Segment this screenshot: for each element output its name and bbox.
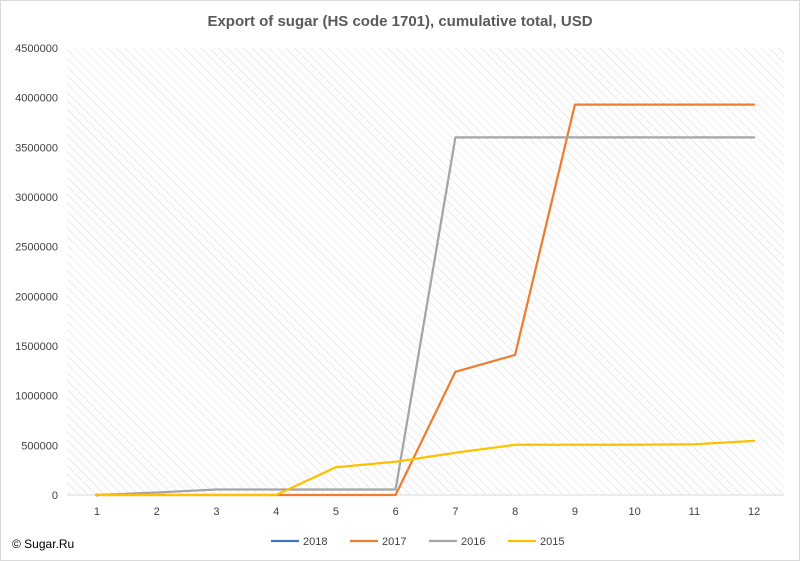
y-tick-label: 1500000 [15,341,58,353]
x-tick-label: 4 [273,506,279,518]
y-tick-label: 3500000 [15,142,58,154]
x-tick-label: 11 [689,506,700,518]
series-line-2016 [95,136,756,497]
y-tick-label: 3000000 [15,192,58,204]
x-axis: 1 2 3 4 5 6 7 8 9 10 11 12 [94,506,760,518]
x-tick-label: 6 [393,506,399,518]
legend: 2018 2017 2016 2015 [271,536,564,548]
credit-text: © Sugar.Ru [12,537,74,551]
y-tick-label: 2000000 [15,291,58,303]
plot-area [67,48,784,495]
y-tick-label: 4000000 [15,93,58,105]
y-tick-label: 500000 [21,440,58,452]
legend-label: 2016 [461,536,485,548]
x-tick-label: 5 [333,506,339,518]
x-tick-label: 2 [154,506,160,518]
legend-label: 2015 [540,536,564,548]
y-tick-label: 2500000 [15,242,58,254]
y-tick-label: 4500000 [15,43,58,55]
legend-label: 2018 [303,536,327,548]
x-tick-label: 12 [748,506,760,518]
chart-title: Export of sugar (HS code 1701), cumulati… [207,13,592,30]
legend-label: 2017 [382,536,406,548]
x-tick-label: 3 [213,506,219,518]
x-tick-label: 9 [572,506,578,518]
series-lines [95,103,756,497]
x-tick-label: 7 [452,506,458,518]
series-line-2015 [95,439,756,497]
y-tick-label: 0 [52,490,58,502]
y-axis: 0 500000 1000000 1500000 2000000 2500000 30000… [15,43,58,502]
x-tick-label: 1 [94,506,100,518]
x-tick-label: 10 [629,506,641,518]
y-tick-label: 1000000 [15,391,58,403]
x-tick-label: 8 [512,506,518,518]
